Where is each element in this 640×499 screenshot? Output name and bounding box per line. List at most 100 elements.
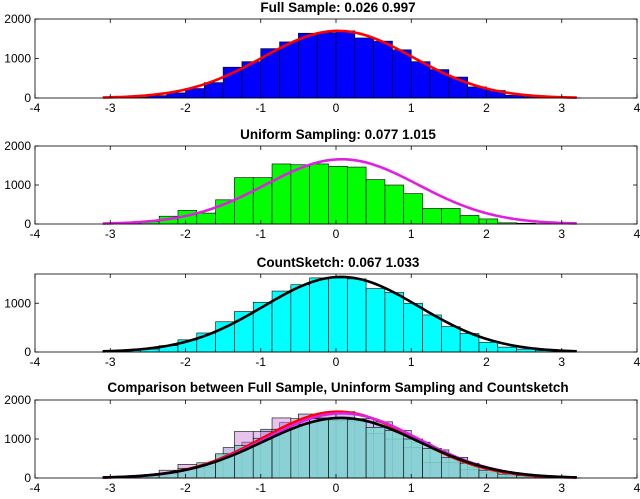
histogram-bar: [422, 448, 442, 479]
histogram-bar: [384, 292, 405, 353]
y-tick-label: 2000: [4, 12, 31, 26]
x-tick-label: -2: [180, 355, 191, 369]
gaussian-fit-curve: [102, 275, 577, 353]
y-tick-label: 1000: [4, 432, 31, 446]
histogram-bar: [309, 163, 329, 225]
x-tick-label: 3: [558, 227, 565, 241]
histogram-bar: [441, 208, 461, 225]
panel-title: Comparison between Full Sample, Uninform…: [107, 380, 568, 395]
histogram-bar: [234, 177, 254, 225]
histogram-bar: [252, 177, 273, 225]
histogram-bar: [459, 215, 480, 225]
histogram-bar: [373, 40, 393, 99]
x-tick-label: -2: [180, 101, 191, 115]
histogram-bar: [441, 326, 461, 353]
x-tick-label: -3: [105, 481, 116, 495]
y-tick-label: 2000: [4, 393, 31, 407]
x-tick-label: 4: [634, 227, 640, 241]
histogram-bar: [204, 82, 224, 99]
histogram-bar: [309, 418, 329, 479]
x-tick-label: 1: [408, 101, 415, 115]
histogram-bar: [365, 179, 386, 225]
histogram-bar: [346, 419, 367, 479]
x-tick-label: -4: [30, 227, 41, 241]
gaussian-fit-curve: [102, 29, 577, 99]
x-tick-label: -4: [30, 481, 41, 495]
histogram-bar: [384, 184, 405, 225]
x-tick-label: 4: [634, 101, 640, 115]
x-tick-label: 1: [408, 481, 415, 495]
histogram-bar: [290, 423, 310, 479]
histogram-bar: [422, 314, 442, 353]
x-tick-label: -1: [255, 355, 266, 369]
x-tick-label: -1: [255, 101, 266, 115]
histogram-bar: [410, 61, 431, 99]
panel-countsketch: CountSketch: 0.067 1.033 -4 -3 -2 -1 0 1 2 3 4 0 1…: [4, 255, 640, 369]
y-tick-label: 1000: [4, 296, 31, 310]
histogram-bar: [422, 208, 442, 225]
histogram-bar: [478, 218, 499, 225]
histogram-bar: [298, 32, 318, 99]
panel-title: Uniform Sampling: 0.077 1.015: [240, 127, 436, 142]
histogram-bar: [335, 30, 356, 99]
histogram-bar: [441, 457, 461, 479]
x-tick-label: 0: [333, 101, 340, 115]
histogram-bar: [316, 32, 337, 99]
histogram-bar: [279, 41, 299, 99]
x-tick-label: 2: [483, 481, 490, 495]
histogram-bar: [309, 277, 329, 353]
x-tick-label: 4: [634, 481, 640, 495]
y-tick-label: 0: [24, 471, 31, 485]
y-tick-label: 1000: [4, 52, 31, 66]
x-tick-label: 2: [483, 101, 490, 115]
x-tick-label: -1: [255, 227, 266, 241]
histogram-bar: [346, 166, 367, 225]
panel-comparison: Comparison between Full Sample, Uninform…: [4, 380, 640, 495]
panel-title: Full Sample: 0.026 0.997: [260, 0, 415, 15]
x-tick-label: 1: [408, 355, 415, 369]
y-tick-label: 0: [24, 345, 31, 359]
x-tick-label: 0: [333, 227, 340, 241]
histogram-bar: [403, 302, 423, 353]
x-tick-label: 4: [634, 355, 640, 369]
histogram-bar: [365, 426, 386, 479]
y-tick-label: 0: [24, 217, 31, 231]
panel-uniform-sampling: Uniform Sampling: 0.077 1.015 -4 -3 -2 -1 0 1…: [4, 127, 640, 241]
x-tick-label: -3: [105, 101, 116, 115]
panel-title: CountSketch: 0.067 1.033: [257, 255, 420, 270]
x-tick-label: -4: [30, 355, 41, 369]
y-tick-label: 2000: [4, 139, 31, 153]
histogram-bar: [328, 277, 348, 353]
y-tick-label: 0: [24, 91, 31, 105]
x-tick-label: -4: [30, 101, 41, 115]
histogram-bar: [497, 346, 517, 353]
panel-full-sample: Full Sample: 0.026 0.997 -4 -3 -2 -1 0 1 2 3 4 0 1…: [4, 0, 640, 115]
histogram-bar: [403, 193, 423, 225]
y-tick-label: 1000: [4, 178, 31, 192]
x-tick-label: -2: [180, 481, 191, 495]
x-tick-label: 3: [558, 101, 565, 115]
gaussian-fit-curve: [102, 416, 577, 479]
histogram-bar: [328, 165, 348, 225]
x-tick-label: 2: [483, 227, 490, 241]
x-tick-label: -3: [105, 227, 116, 241]
histogram-bar: [290, 164, 310, 225]
histogram-bar: [354, 37, 374, 99]
histogram-bar: [346, 278, 367, 353]
x-tick-label: 3: [558, 355, 565, 369]
histogram-bar: [403, 438, 423, 479]
x-tick-label: 2: [483, 355, 490, 369]
x-tick-label: 0: [333, 481, 340, 495]
histogram-bar: [365, 288, 386, 353]
gaussian-fit-curve: [102, 157, 577, 225]
x-tick-label: -1: [255, 481, 266, 495]
histogram-bar: [392, 49, 412, 99]
x-tick-label: -3: [105, 355, 116, 369]
x-tick-label: 1: [408, 227, 415, 241]
histogram-bar: [328, 418, 348, 479]
x-tick-label: 0: [333, 355, 340, 369]
histogram-bar: [196, 212, 216, 225]
histogram-bar: [478, 341, 499, 353]
histogram-bar: [384, 430, 405, 479]
